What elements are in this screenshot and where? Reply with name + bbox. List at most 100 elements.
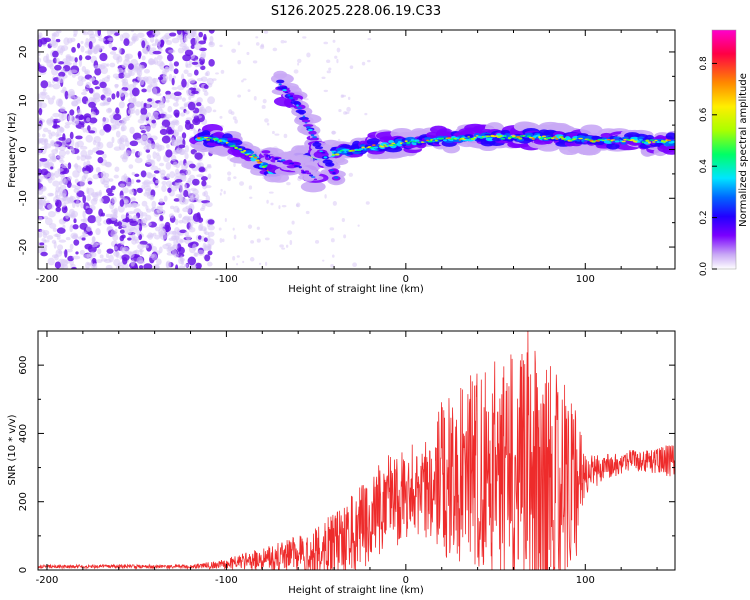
spectrogram-noise-blob [38, 132, 41, 138]
spectrogram-noise-blob [187, 72, 193, 77]
spectrogram-noise-blob [136, 32, 145, 38]
spectrogram-noise-blob [207, 225, 215, 231]
spectrogram-ridge-cell [208, 137, 212, 139]
spectrogram-noise-blob [69, 109, 75, 116]
spectrogram-noise-blob [161, 119, 171, 128]
spectrogram-noise-blob [202, 191, 206, 197]
spectrogram-noise-blob [64, 124, 70, 129]
spectrogram-noise-blob [140, 212, 148, 217]
spectrogram-x-axis-label: Height of straight line (km) [288, 284, 424, 295]
spectrogram-ridge-cell [656, 140, 660, 144]
spectrogram-noise-blob [221, 238, 225, 243]
spectrogram-noise-blob [175, 182, 184, 189]
spectrogram-noise-blob [92, 139, 97, 146]
spectrogram-noise-blob [117, 221, 122, 227]
spectrogram-noise-blob [74, 178, 79, 184]
spectrogram-ridge-cell [323, 156, 328, 159]
spectrogram-noise-blob [131, 171, 136, 176]
spectrogram-noise-blob [88, 101, 96, 109]
spectrogram-noise-blob [128, 63, 134, 70]
spectrogram-ridge-cell [253, 156, 258, 159]
spectrogram-noise-blob [141, 200, 148, 207]
spectrogram-noise-blob [178, 213, 182, 219]
spectrogram-noise-blob [108, 41, 113, 49]
spectrogram-noise-blob [207, 238, 215, 246]
spectrogram-noise-blob [59, 184, 67, 191]
spectrogram-noise-blob [125, 203, 133, 208]
spectrogram-noise-blob [346, 106, 351, 112]
spectrogram-noise-blob [173, 96, 179, 102]
spectrogram-noise-blob [38, 51, 41, 57]
spectrogram-noise-blob [197, 235, 202, 240]
spectrogram-noise-blob [334, 55, 338, 59]
spectrogram-noise-blob [118, 72, 125, 79]
spectrogram-noise-blob [284, 40, 287, 44]
spectrogram-noise-blob [260, 43, 265, 48]
spectrogram-noise-blob [188, 226, 196, 233]
spectrogram-noise-blob [121, 63, 129, 68]
spectrogram-noise-blob [183, 69, 189, 74]
spectrogram-noise-blob [71, 119, 80, 126]
spectrogram-noise-blob [84, 170, 88, 174]
spectrogram-ridge-cell [477, 135, 482, 138]
spectrogram-ridge-cell [491, 137, 502, 142]
spectrogram-noise-blob [113, 174, 119, 179]
spectrogram-noise-blob [203, 91, 209, 97]
spectrogram-noise-blob [53, 31, 60, 38]
spectrogram-noise-blob [113, 146, 122, 151]
spectrogram-ridge-cell [372, 144, 376, 146]
spectrogram-noise-blob [149, 253, 155, 259]
spectrogram-ridge-cell [652, 141, 656, 143]
spectrogram-noise-blob [145, 159, 154, 165]
spectrogram-noise-blob [126, 181, 132, 188]
spectrogram-noise-blob [182, 54, 192, 62]
spectrogram-noise-blob [129, 251, 135, 258]
spectrogram-noise-blob [78, 54, 83, 61]
snr-x-tick-label: -100 [215, 575, 238, 586]
spectrogram-noise-blob [73, 30, 78, 36]
spectrogram-noise-blob [50, 166, 54, 170]
spectrogram-ridge-cell [260, 162, 264, 165]
spectrogram-noise-blob [111, 46, 118, 51]
spectrogram-ridge-cell [464, 137, 469, 140]
spectrogram-noise-blob [253, 95, 257, 101]
spectrogram-noise-blob [153, 170, 160, 174]
spectrogram-noise-blob [88, 87, 94, 94]
spectrogram-noise-blob [42, 127, 49, 133]
spectrogram-noise-blob [103, 184, 110, 188]
spectrogram-ridge-cell [516, 138, 525, 142]
spectrogram-noise-blob [124, 53, 130, 62]
spectrogram-noise-blob [114, 245, 118, 251]
spectrogram-noise-blob [192, 112, 198, 117]
spectrogram-noise-blob [83, 161, 87, 169]
spectrogram-noise-blob [80, 76, 87, 82]
spectrogram-noise-blob [171, 37, 180, 44]
spectrogram-noise-blob [218, 227, 222, 231]
spectrogram-noise-blob [64, 249, 68, 258]
spectrogram-ridge-cell [214, 138, 219, 141]
spectrogram-noise-blob [120, 126, 125, 132]
spectrogram-noise-blob [165, 260, 172, 269]
spectrogram-noise-blob [100, 63, 108, 68]
spectrogram-noise-blob [79, 179, 86, 187]
spectrogram-ridge-cell [291, 99, 296, 101]
spectrogram-ridge-cell [301, 119, 311, 123]
spectrogram-noise-blob [66, 248, 73, 253]
spectrogram-ridge-cell [306, 172, 312, 175]
spectrogram-x-tick-label: 100 [576, 274, 595, 285]
spectrogram-noise-blob [264, 118, 269, 123]
spectrogram-ridge-cell [647, 141, 652, 144]
spectrogram-noise-blob [117, 67, 124, 74]
spectrogram-noise-blob [38, 175, 43, 183]
spectrogram-noise-blob [113, 113, 122, 121]
spectrogram-noise-blob [58, 180, 63, 186]
spectrogram-noise-blob [116, 90, 120, 98]
spectrogram-noise-blob [196, 249, 205, 256]
spectrogram-noise-blob [231, 48, 237, 53]
spectrogram-noise-blob [247, 89, 251, 92]
spectrogram-noise-blob [76, 155, 81, 161]
snr-y-tick-label: 200 [18, 492, 29, 511]
spectrogram-noise-blob [159, 128, 168, 136]
spectrogram-noise-blob [246, 51, 250, 56]
spectrogram-noise-blob [99, 254, 104, 259]
